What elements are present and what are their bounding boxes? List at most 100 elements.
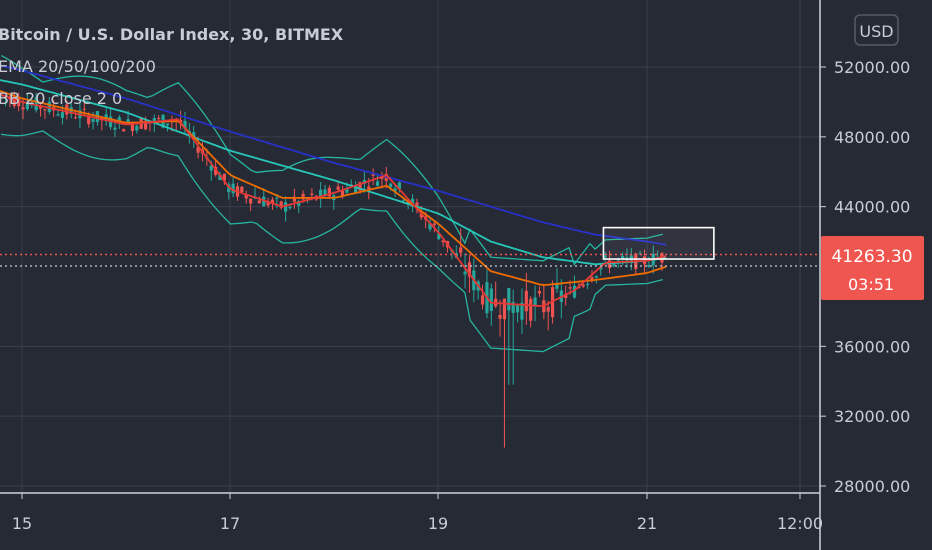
time-tick-label: 19 (428, 514, 448, 533)
candle-body (371, 174, 375, 176)
candle-body (240, 186, 244, 192)
candle-body (437, 233, 441, 240)
candle-body (60, 112, 65, 118)
rectangle-drawing[interactable] (602, 226, 715, 260)
candle-body (323, 189, 327, 197)
candle-body (546, 307, 550, 312)
candle-body (489, 288, 493, 311)
candle-body (227, 184, 231, 192)
candle-body (183, 120, 187, 129)
time-tick-label: 17 (220, 514, 240, 533)
candle-body (520, 302, 524, 320)
candle-body (257, 200, 261, 204)
candle-body (117, 117, 121, 121)
candle-body (266, 201, 270, 206)
candle-body (82, 108, 86, 110)
candle-body (17, 98, 21, 107)
candle-body (12, 96, 16, 107)
candle-body (192, 132, 196, 140)
candle-body (419, 214, 423, 218)
candle-body (507, 288, 511, 311)
price-tick-label: 36000.00 (834, 337, 910, 356)
candle-body (126, 119, 130, 124)
candle-body (157, 117, 161, 120)
candle-body (43, 109, 47, 111)
candle-body (244, 194, 248, 199)
candle-body (529, 298, 533, 321)
candle-body (292, 196, 296, 202)
candle-body (279, 201, 283, 208)
indicator-bb-label[interactable]: BB 20 close 2 0 (0, 89, 122, 108)
candle-body (135, 125, 139, 131)
currency-button-label[interactable]: USD (859, 22, 893, 41)
price-tick-label: 48000.00 (834, 128, 910, 147)
candle-body (25, 103, 30, 110)
price-tick-label: 32000.00 (834, 407, 910, 426)
time-tick-label: 12:00 (777, 514, 823, 533)
candle-body (428, 223, 432, 230)
candle-body (498, 314, 502, 319)
candle-body (222, 173, 226, 181)
last-price-label: 41263.30 (831, 247, 912, 267)
candle-body (310, 193, 314, 195)
last-price-badge (821, 236, 924, 300)
candle-body (467, 262, 472, 277)
ema-line-ema100 (0, 79, 667, 266)
ema-line-ema20 (0, 93, 667, 307)
candle-body (152, 117, 156, 123)
candle-body (249, 198, 253, 204)
candle-body (612, 262, 616, 267)
candle-body (555, 283, 559, 289)
candle-body (34, 97, 38, 111)
indicator-ema-label[interactable]: EMA 20/50/100/200 (0, 57, 156, 76)
bar-countdown-label: 03:51 (848, 275, 894, 294)
candle-body (564, 293, 568, 299)
candle-body (375, 181, 380, 186)
candle-body (502, 298, 507, 320)
candle-body (336, 186, 340, 190)
candle-body (165, 123, 170, 126)
time-tick-label: 15 (12, 514, 32, 533)
price-tick-label: 44000.00 (834, 198, 910, 217)
candle-body (196, 146, 200, 153)
candle-body (340, 190, 345, 196)
bollinger-bands (0, 55, 663, 353)
candle-body (130, 124, 135, 132)
candle-body (581, 284, 585, 287)
candle-body (441, 240, 445, 243)
currency-button[interactable] (854, 14, 899, 46)
candle-body (275, 197, 279, 199)
candle-body (288, 206, 292, 209)
candle-body (533, 297, 537, 306)
candle-body (262, 196, 266, 207)
time-axis[interactable]: 15 17 19 21 12:00 (12, 493, 823, 533)
candle-body (393, 188, 397, 192)
candle-body (621, 255, 625, 259)
ema-lines (0, 64, 667, 307)
candle-body (47, 101, 51, 113)
candle-body (319, 189, 323, 199)
candle-body (354, 185, 358, 194)
candle-body (537, 291, 542, 294)
candle-body (209, 165, 213, 171)
candle-body (38, 105, 43, 109)
bollinger-upper (0, 55, 663, 266)
symbol-title[interactable]: Bitcoin / U.S. Dollar Index, 30, BITMEX (0, 25, 344, 44)
ema-line-ema200 (0, 64, 667, 246)
candle-body (358, 182, 362, 191)
candle-body (603, 255, 607, 258)
candle-body (515, 305, 520, 313)
candle-body (143, 120, 148, 130)
candle-body (511, 302, 515, 313)
overlays (0, 226, 820, 267)
grid-lines (0, 0, 820, 493)
candle-body (113, 127, 117, 130)
time-tick-label: 21 (637, 514, 657, 533)
candle-body (73, 117, 78, 119)
candle-body (599, 266, 603, 270)
candle-body (590, 277, 594, 281)
price-axis[interactable]: 52000.00 48000.00 44000.00 36000.00 32000.00… (820, 58, 910, 496)
candle-body (415, 202, 419, 206)
candle-body (284, 202, 288, 212)
